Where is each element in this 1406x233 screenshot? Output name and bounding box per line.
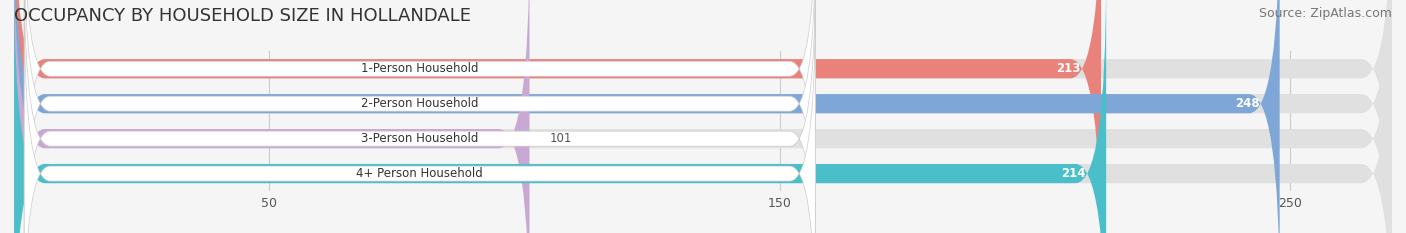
- FancyBboxPatch shape: [14, 0, 530, 233]
- Text: 2-Person Household: 2-Person Household: [361, 97, 478, 110]
- FancyBboxPatch shape: [14, 0, 1392, 233]
- Text: 3-Person Household: 3-Person Household: [361, 132, 478, 145]
- Text: Source: ZipAtlas.com: Source: ZipAtlas.com: [1258, 7, 1392, 20]
- Text: 4+ Person Household: 4+ Person Household: [356, 167, 484, 180]
- Text: 214: 214: [1062, 167, 1085, 180]
- Text: OCCUPANCY BY HOUSEHOLD SIZE IN HOLLANDALE: OCCUPANCY BY HOUSEHOLD SIZE IN HOLLANDAL…: [14, 7, 471, 25]
- FancyBboxPatch shape: [14, 0, 1279, 233]
- FancyBboxPatch shape: [14, 0, 1392, 233]
- FancyBboxPatch shape: [24, 0, 815, 233]
- FancyBboxPatch shape: [24, 0, 815, 233]
- FancyBboxPatch shape: [14, 0, 1392, 233]
- Text: 213: 213: [1056, 62, 1081, 75]
- FancyBboxPatch shape: [24, 0, 815, 233]
- Text: 248: 248: [1234, 97, 1260, 110]
- Text: 1-Person Household: 1-Person Household: [361, 62, 478, 75]
- FancyBboxPatch shape: [14, 0, 1101, 233]
- FancyBboxPatch shape: [14, 0, 1392, 233]
- Text: 101: 101: [550, 132, 572, 145]
- FancyBboxPatch shape: [14, 0, 1107, 233]
- FancyBboxPatch shape: [24, 6, 815, 233]
